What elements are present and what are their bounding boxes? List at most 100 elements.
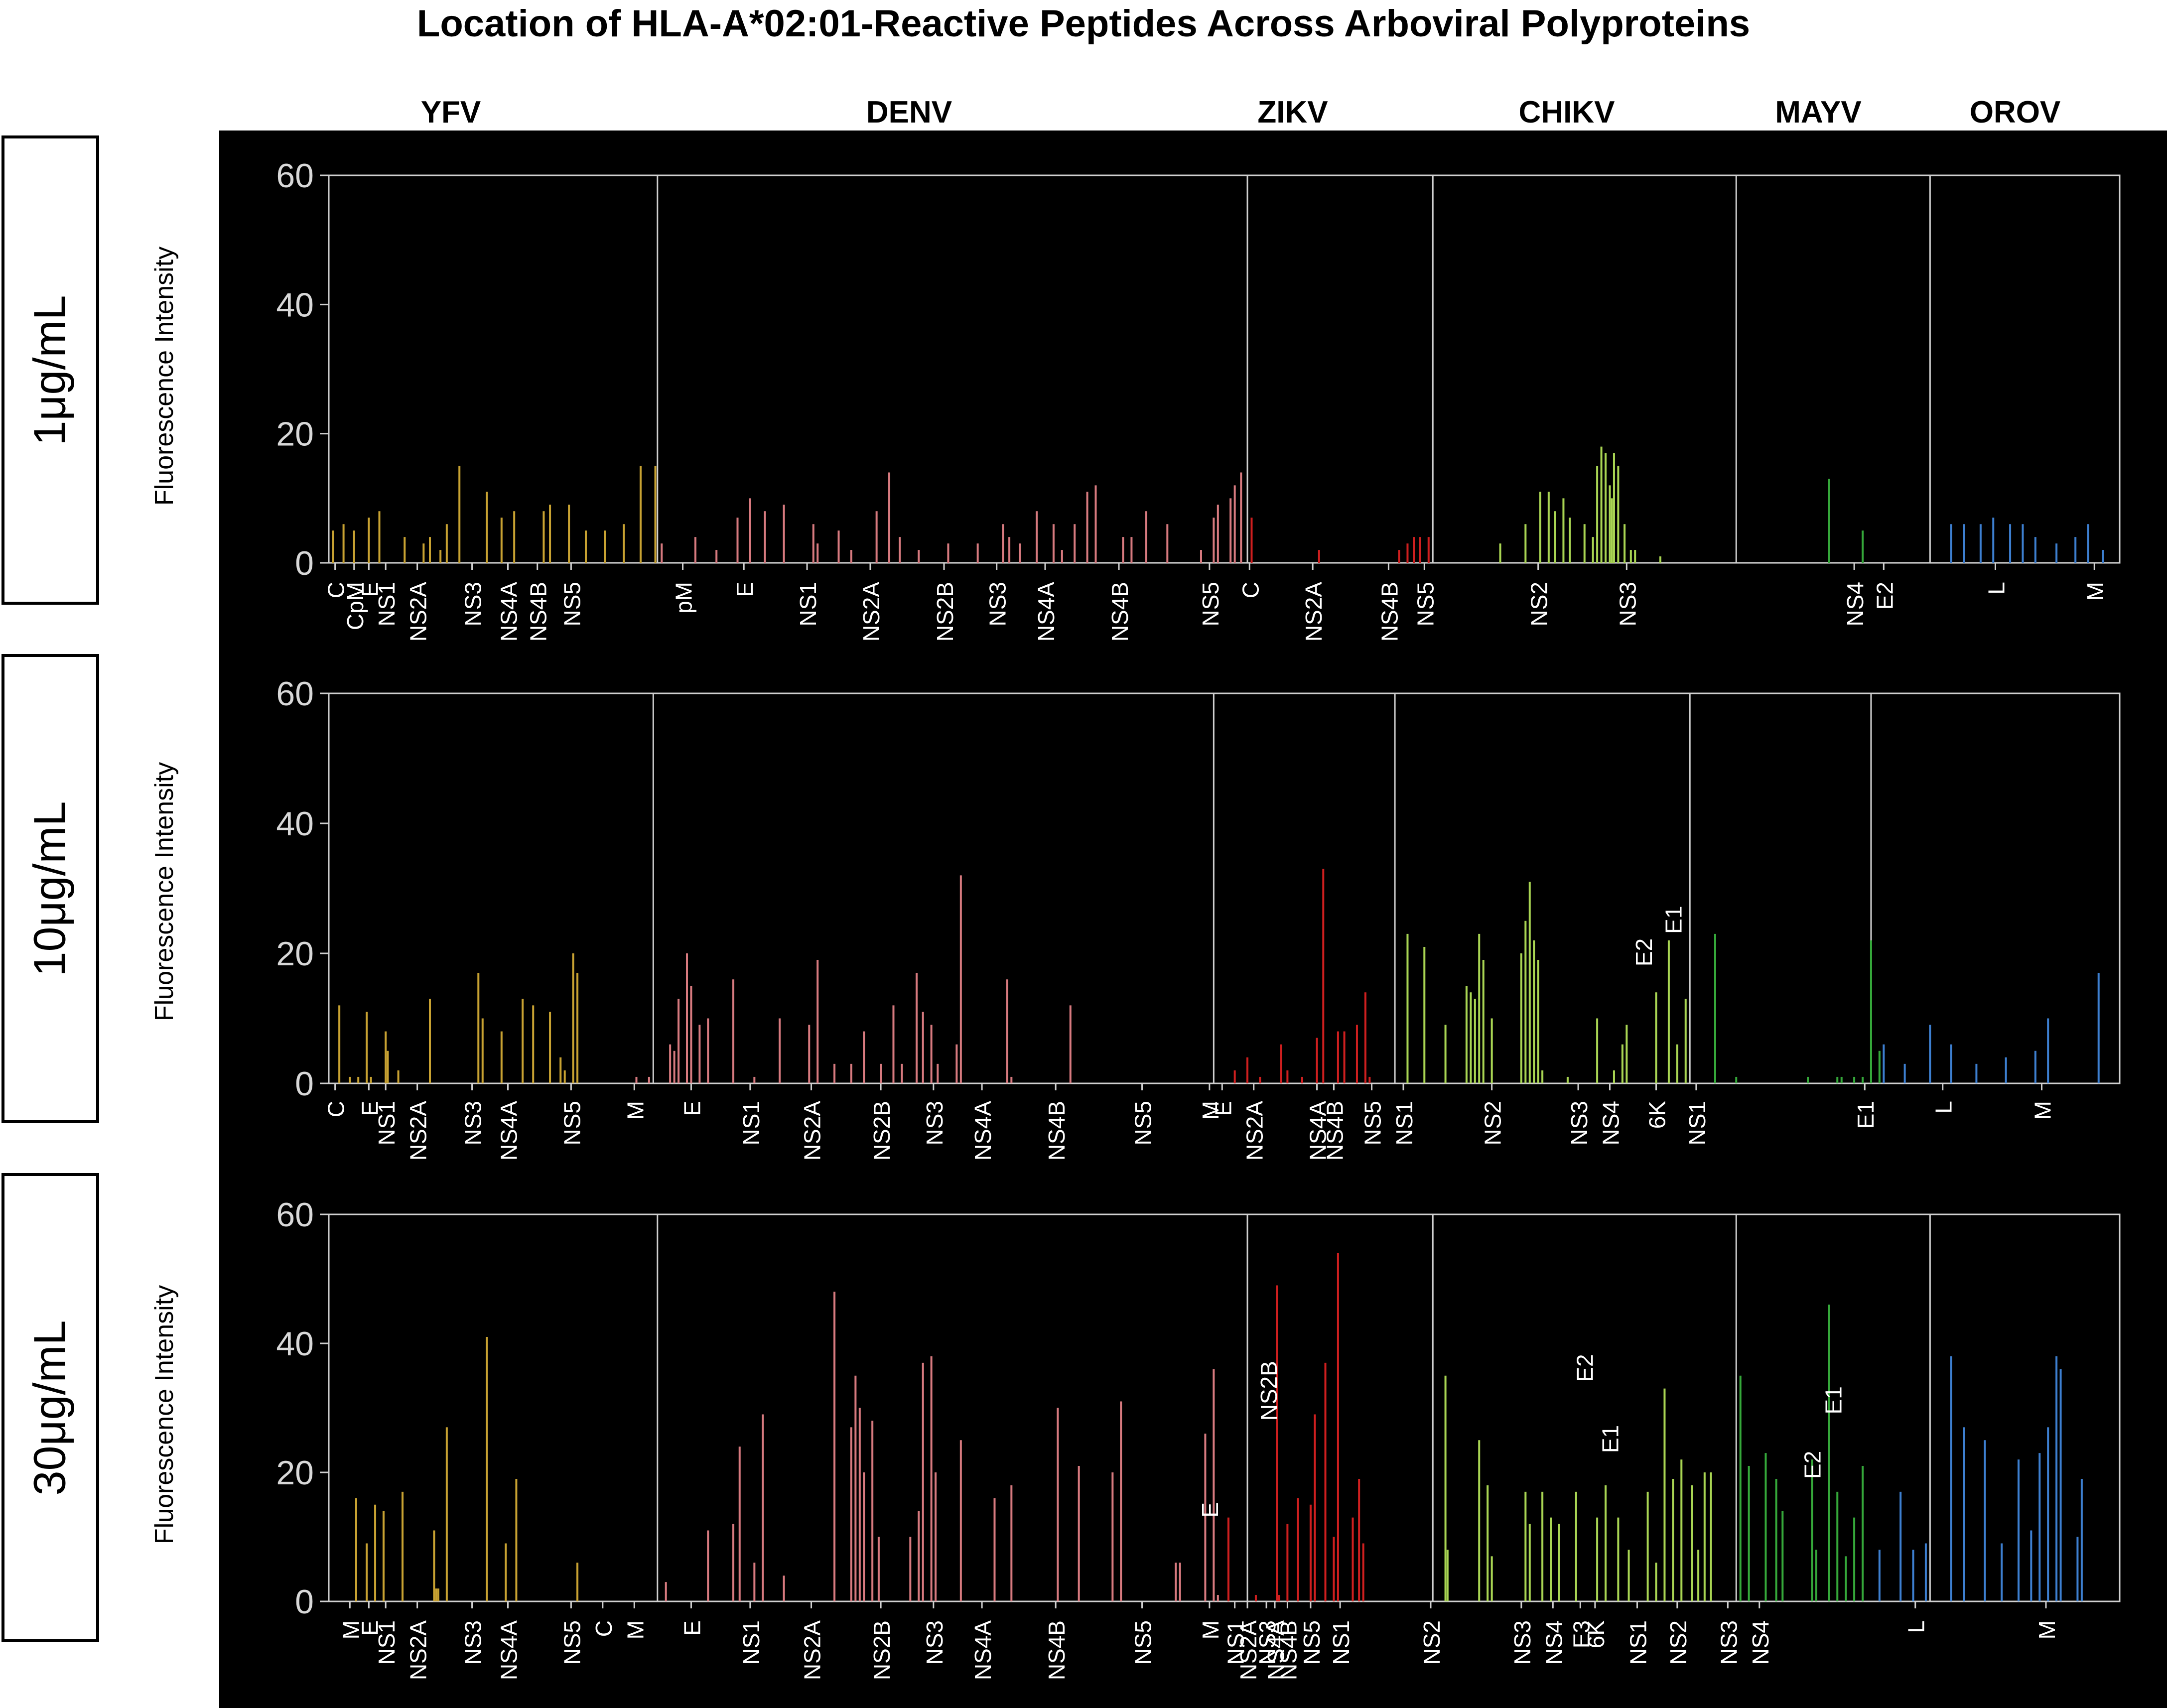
x-tick-label: NS3 [460, 1101, 486, 1145]
x-tick-label: M [1198, 1620, 1223, 1639]
x-tick-label: NS3 [1509, 1620, 1535, 1665]
x-tick-label: NS4B [1322, 1101, 1348, 1161]
plot-frame-2 [328, 1213, 2121, 1602]
virus-label-mayv: MAYV [1775, 95, 1862, 130]
x-tick-label: NS4 [1598, 1101, 1624, 1145]
x-tick-label: NS4A [970, 1101, 996, 1161]
annotation-label: E1 [1660, 906, 1686, 934]
virus-label-orov: OROV [1969, 95, 2061, 130]
x-tick-label: NS5 [559, 582, 585, 626]
virus-label-chikv: CHIKV [1518, 95, 1615, 130]
y-tick-label: 0 [295, 1583, 314, 1621]
x-tick-label: NS2A [1242, 1101, 1268, 1161]
x-tick-label: NS4B [526, 582, 551, 642]
annotation-label: E2 [1631, 938, 1657, 966]
x-tick-label: L [1903, 1620, 1929, 1633]
x-tick-label: NS2A [406, 1101, 431, 1161]
x-tick-label: NS2B [869, 1101, 895, 1161]
x-tick-label: NS4B [1376, 582, 1402, 642]
x-tick-label: NS4A [1263, 1620, 1289, 1680]
x-tick-label: E [357, 1101, 383, 1116]
chart-title: Location of HLA-A*02:01-Reactive Peptide… [416, 2, 1751, 45]
annotation-label: E2 [1572, 1354, 1598, 1382]
x-tick-label: NS2 [1526, 582, 1552, 626]
x-tick-label: NS2A [800, 1620, 825, 1680]
x-tick-label: E [1210, 1101, 1236, 1116]
x-tick-label: NS1 [795, 582, 821, 626]
x-tick-label: C [323, 582, 349, 598]
x-tick-label: E [732, 582, 758, 597]
x-tick-label: NS1 [738, 1101, 764, 1145]
concentration-box-10: 10μg/mL [1, 654, 99, 1123]
x-tick-label: NS2B [932, 582, 958, 642]
concentration-box-1: 1μg/mL [1, 135, 99, 605]
x-tick-label: NS4A [1305, 1101, 1331, 1161]
x-tick-label: NS5 [1130, 1620, 1156, 1665]
x-tick-label: NS2A [406, 582, 431, 642]
concentration-box-30: 30μg/mL [1, 1173, 99, 1642]
annotation-label: NS2B [1256, 1361, 1282, 1421]
x-tick-label: NS5 [1360, 1101, 1386, 1145]
x-tick-label: NS2B [869, 1620, 895, 1680]
x-tick-label: NS2A [858, 582, 884, 642]
x-tick-label: NS4B [1107, 582, 1133, 642]
x-tick-label: NS1 [1223, 1620, 1249, 1665]
x-tick-label: NS2 [1419, 1620, 1445, 1665]
x-tick-label: 6K [1583, 1620, 1609, 1649]
y-tick-label: 40 [276, 805, 314, 843]
x-tick-label: E1 [1853, 1101, 1879, 1129]
x-tick-label: NS5 [1130, 1101, 1156, 1145]
x-tick-label: NS2A [1235, 1620, 1261, 1680]
x-tick-label: M [1198, 1101, 1223, 1120]
x-tick-label: NS4B [1275, 1620, 1301, 1680]
y-tick-label: 40 [276, 1325, 314, 1363]
x-tick-label: M [622, 1101, 648, 1120]
x-tick-label: NS1 [374, 1101, 400, 1145]
chart-background [219, 131, 2167, 1708]
y-tick-label: 0 [295, 1065, 314, 1103]
x-tick-label: NS3 [922, 1620, 948, 1665]
x-tick-label: NS4A [1033, 582, 1059, 642]
x-tick-label: NS4 [1842, 582, 1868, 626]
x-tick-label: CpM [342, 582, 368, 630]
y-tick-label: 60 [276, 1196, 314, 1234]
y-tick-label: 60 [276, 157, 314, 195]
x-tick-label: NS2 [1480, 1101, 1506, 1145]
x-tick-label: NS1 [1625, 1620, 1651, 1665]
y-tick-label: 20 [276, 935, 314, 973]
y-tick-label: 0 [295, 544, 314, 582]
x-tick-label: C [591, 1620, 617, 1637]
x-tick-label: NS3 [922, 1101, 948, 1145]
x-tick-label: NS5 [559, 1101, 585, 1145]
annotation-label: E [1197, 1502, 1223, 1518]
x-tick-label: C [1237, 582, 1263, 598]
x-tick-label: NS4A [496, 1101, 522, 1161]
x-tick-label: NS4A [496, 1620, 522, 1680]
x-tick-label: M [2034, 1620, 2060, 1639]
x-tick-label: L [1983, 582, 2009, 595]
virus-label-zikv: ZIKV [1257, 95, 1328, 130]
x-tick-label: E [357, 1620, 383, 1636]
annotation-label: E1 [1821, 1386, 1847, 1414]
x-tick-label: NS2A [1301, 582, 1327, 642]
x-tick-label: C [323, 1101, 349, 1117]
x-tick-label: NS3 [985, 582, 1011, 626]
x-tick-label: NS5 [1412, 582, 1438, 626]
virus-label-yfv: YFV [420, 95, 481, 130]
x-tick-label: M [2082, 582, 2108, 601]
x-tick-label: NS4B [1044, 1620, 1070, 1680]
x-tick-label: NS2 [1665, 1620, 1691, 1665]
x-tick-label: NS2A [800, 1101, 825, 1161]
x-tick-label: pM [671, 582, 697, 614]
plot-frame-0 [328, 174, 2121, 564]
y-tick-label: 60 [276, 675, 314, 713]
x-tick-label: NS4 [1748, 1620, 1773, 1665]
x-tick-label: E [357, 582, 383, 597]
x-tick-label: NS5 [1299, 1620, 1325, 1665]
x-tick-label: NS4A [970, 1620, 996, 1680]
annotation-label: E2 [1799, 1451, 1825, 1479]
x-tick-label: M [2030, 1101, 2056, 1120]
x-tick-label: NS3 [1716, 1620, 1742, 1665]
x-tick-label: NS4A [496, 582, 522, 642]
